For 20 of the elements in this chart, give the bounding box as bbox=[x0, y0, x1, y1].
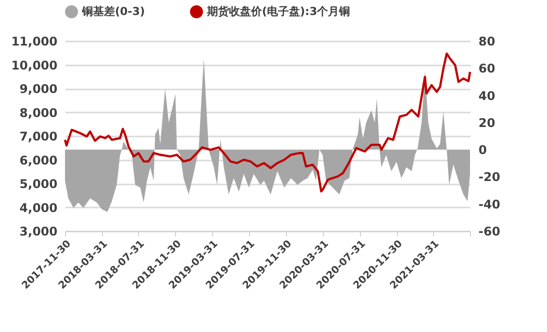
y-tick-label: 6,000 bbox=[20, 153, 58, 168]
y-tick-label: 4,000 bbox=[20, 200, 58, 215]
y2-tick-label: 80 bbox=[478, 34, 496, 48]
y2-tick-label: -40 bbox=[478, 197, 500, 212]
y2-tick-label: 0 bbox=[478, 143, 487, 158]
y-tick-label: 5,000 bbox=[20, 177, 58, 191]
y-tick-label: 11,000 bbox=[11, 34, 58, 48]
y-tick-label: 3,000 bbox=[20, 224, 58, 238]
y-tick-label: 7,000 bbox=[20, 130, 58, 144]
y-tick-label: 8,000 bbox=[20, 106, 58, 120]
y2-tick-label: 40 bbox=[478, 88, 496, 103]
y2-tick-label: -60 bbox=[478, 224, 500, 238]
y-tick-label: 9,000 bbox=[20, 82, 58, 96]
y-tick-label: 10,000 bbox=[11, 58, 58, 72]
y2-tick-label: 20 bbox=[478, 116, 496, 130]
y2-tick-label: 60 bbox=[478, 62, 496, 76]
legend-label: 期货收盘价(电子盘):3个月铜 bbox=[206, 4, 350, 18]
line-series bbox=[64, 52, 472, 192]
y2-tick-label: -20 bbox=[478, 170, 500, 184]
legend-label: 铜基差(0-3) bbox=[81, 4, 145, 18]
